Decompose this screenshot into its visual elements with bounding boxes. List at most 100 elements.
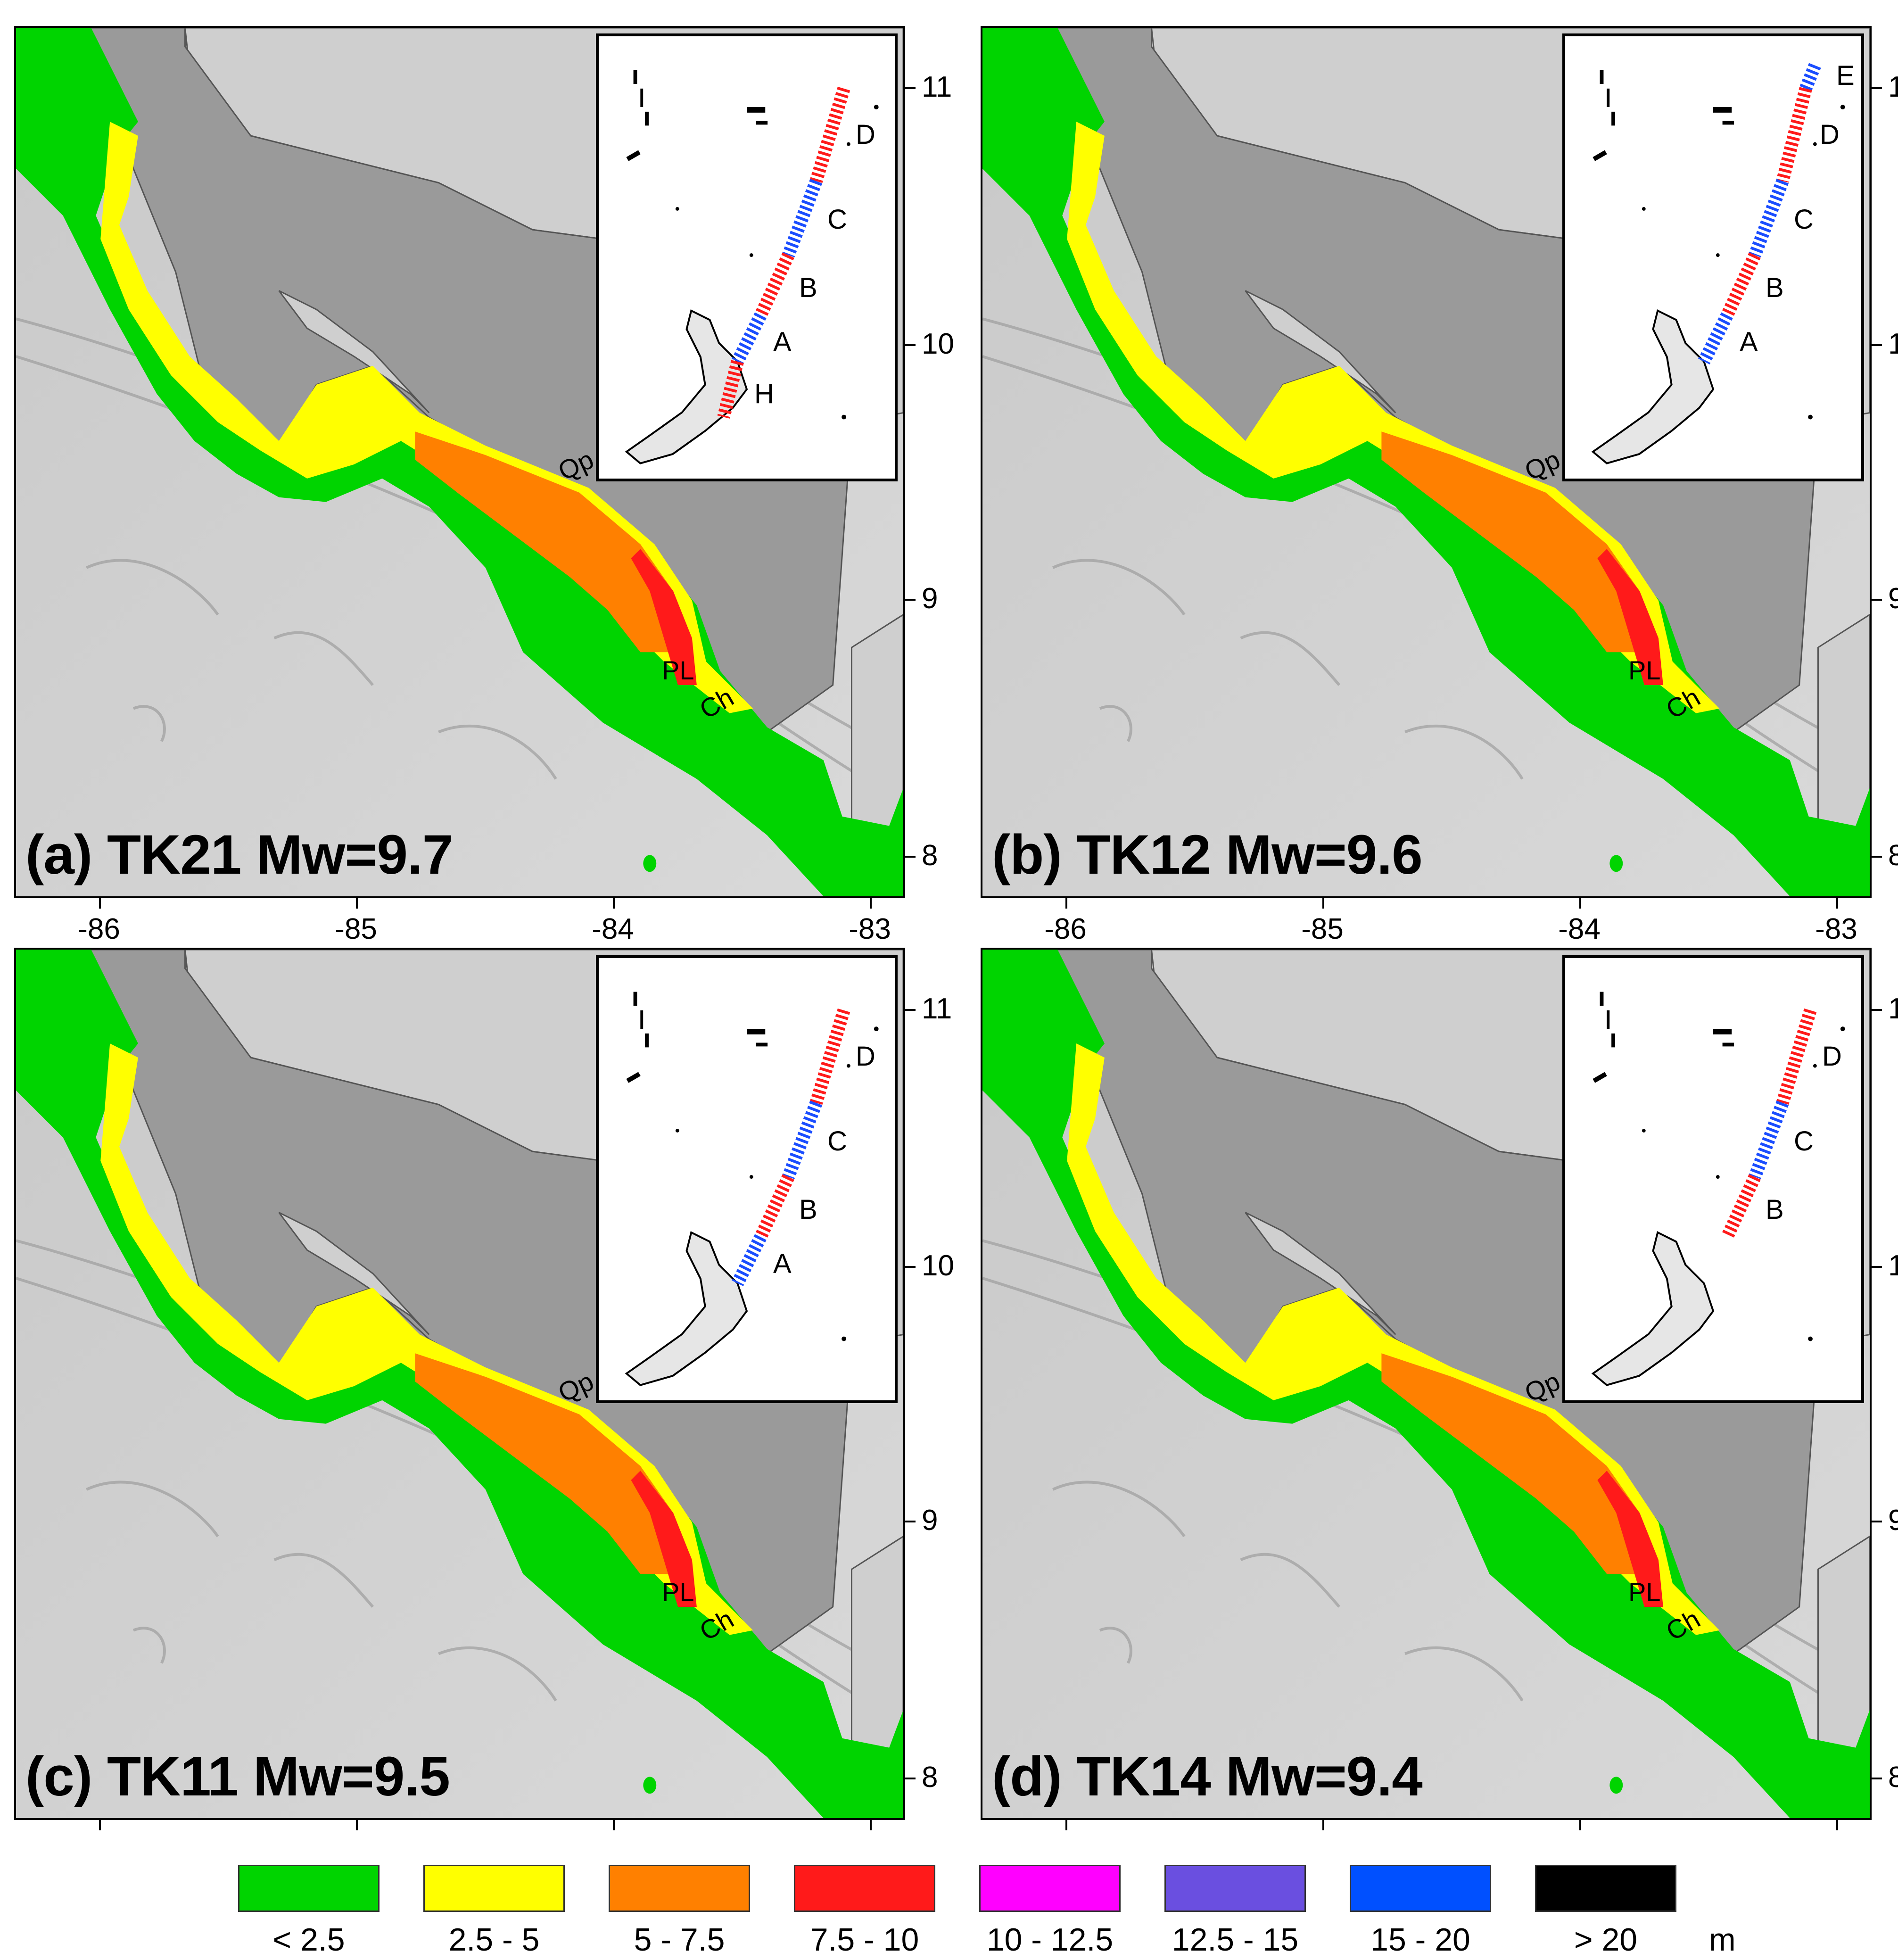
y-tick-label: 9 (1888, 582, 1898, 615)
x-tick-label: -85 (335, 913, 377, 945)
islet (643, 855, 657, 872)
x-tick-mark (1579, 898, 1581, 909)
x-tick-mark (1065, 898, 1067, 909)
x-tick-mark (356, 898, 358, 909)
legend-swatch (979, 1865, 1121, 1912)
inset-rupture-segments (1721, 1008, 1817, 1240)
y-tick-label: 8 (1888, 1761, 1898, 1794)
y-tick-mark (1872, 87, 1882, 89)
panel-title: (b) TK12 Mw=9.6 (992, 824, 1423, 886)
inset-islands (626, 992, 879, 1341)
segment-label-c: C (827, 1126, 847, 1157)
legend-label: 2.5 - 5 (448, 1922, 540, 1958)
inset-rupture-segments (717, 86, 850, 419)
y-tick-label: 8 (922, 1761, 938, 1794)
legend-label: 5 - 7.5 (634, 1922, 725, 1958)
rupture-segment-a (1698, 312, 1733, 364)
gulf (1245, 1212, 1396, 1335)
segment-label-h: H (754, 379, 774, 409)
inset-new-zealand (1591, 1231, 1715, 1386)
panel-title: (a) TK21 Mw=9.7 (25, 824, 453, 886)
y-tick-mark (1872, 1521, 1882, 1522)
y-tick-mark (905, 856, 916, 858)
rupture-segment-b (754, 252, 794, 318)
legend-swatch (794, 1865, 935, 1912)
inset-new-zealand (625, 1231, 748, 1386)
y-tick-label: 11 (1888, 992, 1898, 1025)
inset-rupture-segments (732, 1008, 850, 1286)
y-tick-mark (1872, 856, 1882, 858)
inundation-7-5-10 (1597, 1471, 1663, 1607)
rupture-segment-c (782, 179, 823, 257)
x-tick-mark (1579, 1820, 1581, 1830)
y-tick-mark (1872, 599, 1882, 601)
y-tick-label: 10 (1888, 1249, 1898, 1282)
y-tick-mark (1872, 1778, 1882, 1779)
gulf (278, 290, 430, 414)
segment-label-d: D (856, 1041, 875, 1072)
y-tick-label: 11 (922, 71, 952, 103)
y-tick-label: 10 (922, 328, 954, 360)
segment-label-b: B (1766, 1194, 1784, 1225)
rupture-segment-d (810, 1008, 850, 1105)
x-tick-mark (613, 898, 615, 909)
y-tick-label: 9 (922, 1504, 938, 1537)
rupture-inset-map: D C B (1562, 955, 1864, 1403)
x-tick-label: -84 (1558, 913, 1601, 945)
y-tick-mark (905, 1009, 916, 1011)
rupture-segment-c (1749, 179, 1789, 257)
inundation-5-7-5 (1381, 1353, 1645, 1574)
rupture-segment-b (754, 1174, 794, 1240)
segment-label-c: C (827, 204, 847, 235)
legend-label: < 2.5 (272, 1922, 345, 1958)
segment-label-b: B (1766, 273, 1784, 303)
legend-label: 15 - 20 (1370, 1922, 1470, 1958)
y-tick-mark (905, 1778, 916, 1779)
x-tick-mark (1065, 1820, 1067, 1830)
rupture-segment-a (732, 1234, 767, 1286)
y-tick-label: 11 (1888, 71, 1898, 103)
y-tick-label: 9 (1888, 1504, 1898, 1537)
x-tick-mark (870, 1820, 872, 1830)
rupture-segment-e (1799, 63, 1821, 91)
legend-swatch (423, 1865, 565, 1912)
x-tick-mark (1322, 898, 1324, 909)
inundation-7-5-10 (1597, 549, 1663, 685)
islet (1609, 855, 1623, 872)
rupture-segment-d (810, 86, 850, 183)
place-pl: PL (1628, 655, 1661, 685)
segment-label-e: E (1836, 60, 1855, 91)
segment-label-b: B (799, 1194, 817, 1225)
y-tick-label: 10 (1888, 328, 1898, 360)
x-tick-mark (1322, 1820, 1324, 1830)
inundation-5-7-5 (415, 1353, 678, 1574)
y-tick-mark (905, 1521, 916, 1522)
legend-swatch (238, 1865, 380, 1912)
gulf (278, 1212, 430, 1335)
rupture-segment-h (717, 360, 744, 419)
inset-islands (626, 70, 879, 420)
segment-label-c: C (1794, 204, 1814, 235)
x-tick-label: -85 (1301, 913, 1344, 945)
x-tick-mark (613, 1820, 615, 1830)
y-tick-mark (1872, 1266, 1882, 1268)
place-pl: PL (1628, 1577, 1661, 1607)
x-tick-mark (99, 898, 101, 909)
inundation-7-5-10 (631, 1471, 697, 1607)
rupture-segment-b (1721, 252, 1761, 318)
inset-canvas (625, 70, 879, 464)
legend-unit: m (1709, 1922, 1736, 1958)
legend-label: > 20 (1574, 1922, 1638, 1958)
segment-label-a: A (1740, 327, 1758, 357)
x-tick-mark (1836, 898, 1838, 909)
inundation-7-5-10 (631, 549, 697, 685)
inundation-5-7-5 (1381, 431, 1645, 653)
segment-label-b: B (799, 273, 817, 303)
y-tick-label: 10 (922, 1249, 954, 1282)
x-tick-label: -84 (592, 913, 634, 945)
segment-label-d: D (1820, 119, 1840, 150)
x-tick-mark (99, 1820, 101, 1830)
